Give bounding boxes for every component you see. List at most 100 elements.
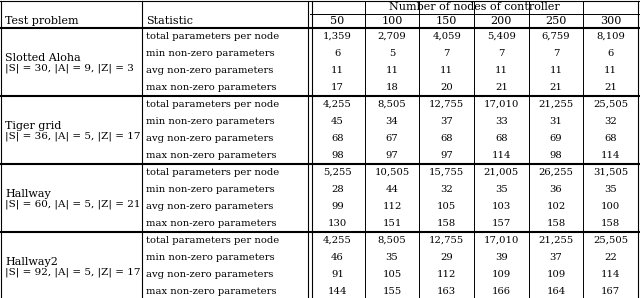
Text: 26,255: 26,255 — [538, 168, 573, 177]
Text: 11: 11 — [331, 66, 344, 75]
Text: Test problem: Test problem — [5, 16, 79, 26]
Text: 22: 22 — [604, 253, 617, 262]
Text: 97: 97 — [440, 151, 453, 160]
Text: 7: 7 — [553, 49, 559, 58]
Text: 67: 67 — [386, 134, 398, 143]
Text: 114: 114 — [601, 270, 620, 279]
Text: 46: 46 — [331, 253, 344, 262]
Text: Tiger grid: Tiger grid — [5, 121, 61, 131]
Text: 20: 20 — [440, 83, 453, 92]
Text: Hallway: Hallway — [5, 189, 51, 199]
Text: avg non-zero parameters: avg non-zero parameters — [146, 66, 273, 75]
Text: 150: 150 — [436, 16, 458, 26]
Text: 164: 164 — [547, 287, 566, 296]
Text: 163: 163 — [437, 287, 456, 296]
Text: 11: 11 — [495, 66, 508, 75]
Text: 68: 68 — [604, 134, 617, 143]
Text: 8,109: 8,109 — [596, 32, 625, 41]
Text: 36: 36 — [550, 185, 563, 194]
Text: 10,505: 10,505 — [374, 168, 410, 177]
Text: max non-zero parameters: max non-zero parameters — [146, 151, 276, 160]
Text: 250: 250 — [545, 16, 566, 26]
Text: |S| = 36, |A| = 5, |Z| = 17: |S| = 36, |A| = 5, |Z| = 17 — [5, 131, 141, 141]
Text: total parameters per node: total parameters per node — [146, 100, 279, 109]
Text: 50: 50 — [330, 16, 344, 26]
Text: 109: 109 — [492, 270, 511, 279]
Text: 6: 6 — [607, 49, 614, 58]
Text: 6: 6 — [334, 49, 340, 58]
Text: 105: 105 — [437, 202, 456, 211]
Text: 157: 157 — [492, 219, 511, 228]
Text: 11: 11 — [550, 66, 563, 75]
Text: 21,255: 21,255 — [538, 100, 573, 109]
Text: 103: 103 — [492, 202, 511, 211]
Text: 102: 102 — [547, 202, 566, 211]
Text: 4,059: 4,059 — [432, 32, 461, 41]
Text: 15,755: 15,755 — [429, 168, 464, 177]
Text: 21: 21 — [604, 83, 617, 92]
Text: 1,359: 1,359 — [323, 32, 352, 41]
Text: 32: 32 — [440, 185, 453, 194]
Text: 21,255: 21,255 — [538, 236, 573, 245]
Text: total parameters per node: total parameters per node — [146, 236, 279, 245]
Text: |S| = 60, |A| = 5, |Z| = 21: |S| = 60, |A| = 5, |Z| = 21 — [5, 199, 141, 209]
Text: 91: 91 — [331, 270, 344, 279]
Text: Hallway2: Hallway2 — [5, 257, 58, 267]
Text: 144: 144 — [328, 287, 347, 296]
Text: 130: 130 — [328, 219, 347, 228]
Text: 35: 35 — [495, 185, 508, 194]
Text: 114: 114 — [601, 151, 620, 160]
Text: 114: 114 — [492, 151, 511, 160]
Text: 158: 158 — [547, 219, 566, 228]
Text: 158: 158 — [437, 219, 456, 228]
Text: 8,505: 8,505 — [378, 236, 406, 245]
Text: 109: 109 — [547, 270, 566, 279]
Text: 97: 97 — [386, 151, 398, 160]
Text: max non-zero parameters: max non-zero parameters — [146, 287, 276, 296]
Text: 300: 300 — [600, 16, 621, 26]
Text: 151: 151 — [382, 219, 402, 228]
Text: min non-zero parameters: min non-zero parameters — [146, 185, 275, 194]
Text: 11: 11 — [440, 66, 453, 75]
Text: 32: 32 — [604, 117, 617, 126]
Text: 25,505: 25,505 — [593, 236, 628, 245]
Text: 17,010: 17,010 — [484, 100, 519, 109]
Text: total parameters per node: total parameters per node — [146, 32, 279, 41]
Text: 44: 44 — [385, 185, 399, 194]
Text: 69: 69 — [550, 134, 563, 143]
Text: 37: 37 — [440, 117, 453, 126]
Text: 2,709: 2,709 — [378, 32, 406, 41]
Text: 12,755: 12,755 — [429, 100, 464, 109]
Text: total parameters per node: total parameters per node — [146, 168, 279, 177]
Text: 167: 167 — [601, 287, 620, 296]
Text: 5,255: 5,255 — [323, 168, 352, 177]
Text: 112: 112 — [437, 270, 456, 279]
Text: 200: 200 — [491, 16, 512, 26]
Text: min non-zero parameters: min non-zero parameters — [146, 117, 275, 126]
Text: Number of nodes of controller: Number of nodes of controller — [388, 2, 559, 13]
Text: 34: 34 — [385, 117, 399, 126]
Text: 100: 100 — [381, 16, 403, 26]
Text: |S| = 30, |A| = 9, |Z| = 3: |S| = 30, |A| = 9, |Z| = 3 — [5, 63, 134, 73]
Text: 18: 18 — [385, 83, 399, 92]
Text: |S| = 92, |A| = 5, |Z| = 17: |S| = 92, |A| = 5, |Z| = 17 — [5, 267, 141, 277]
Text: 33: 33 — [495, 117, 508, 126]
Text: 4,255: 4,255 — [323, 236, 352, 245]
Text: 17,010: 17,010 — [484, 236, 519, 245]
Text: 68: 68 — [495, 134, 508, 143]
Text: 31,505: 31,505 — [593, 168, 628, 177]
Text: 155: 155 — [382, 287, 402, 296]
Text: 100: 100 — [601, 202, 620, 211]
Text: max non-zero parameters: max non-zero parameters — [146, 219, 276, 228]
Text: avg non-zero parameters: avg non-zero parameters — [146, 202, 273, 211]
Text: 6,759: 6,759 — [541, 32, 570, 41]
Text: 158: 158 — [601, 219, 620, 228]
Text: 68: 68 — [440, 134, 453, 143]
Text: max non-zero parameters: max non-zero parameters — [146, 83, 276, 92]
Text: min non-zero parameters: min non-zero parameters — [146, 253, 275, 262]
Text: 99: 99 — [331, 202, 344, 211]
Text: 29: 29 — [440, 253, 453, 262]
Text: avg non-zero parameters: avg non-zero parameters — [146, 270, 273, 279]
Text: 11: 11 — [385, 66, 399, 75]
Text: 17: 17 — [331, 83, 344, 92]
